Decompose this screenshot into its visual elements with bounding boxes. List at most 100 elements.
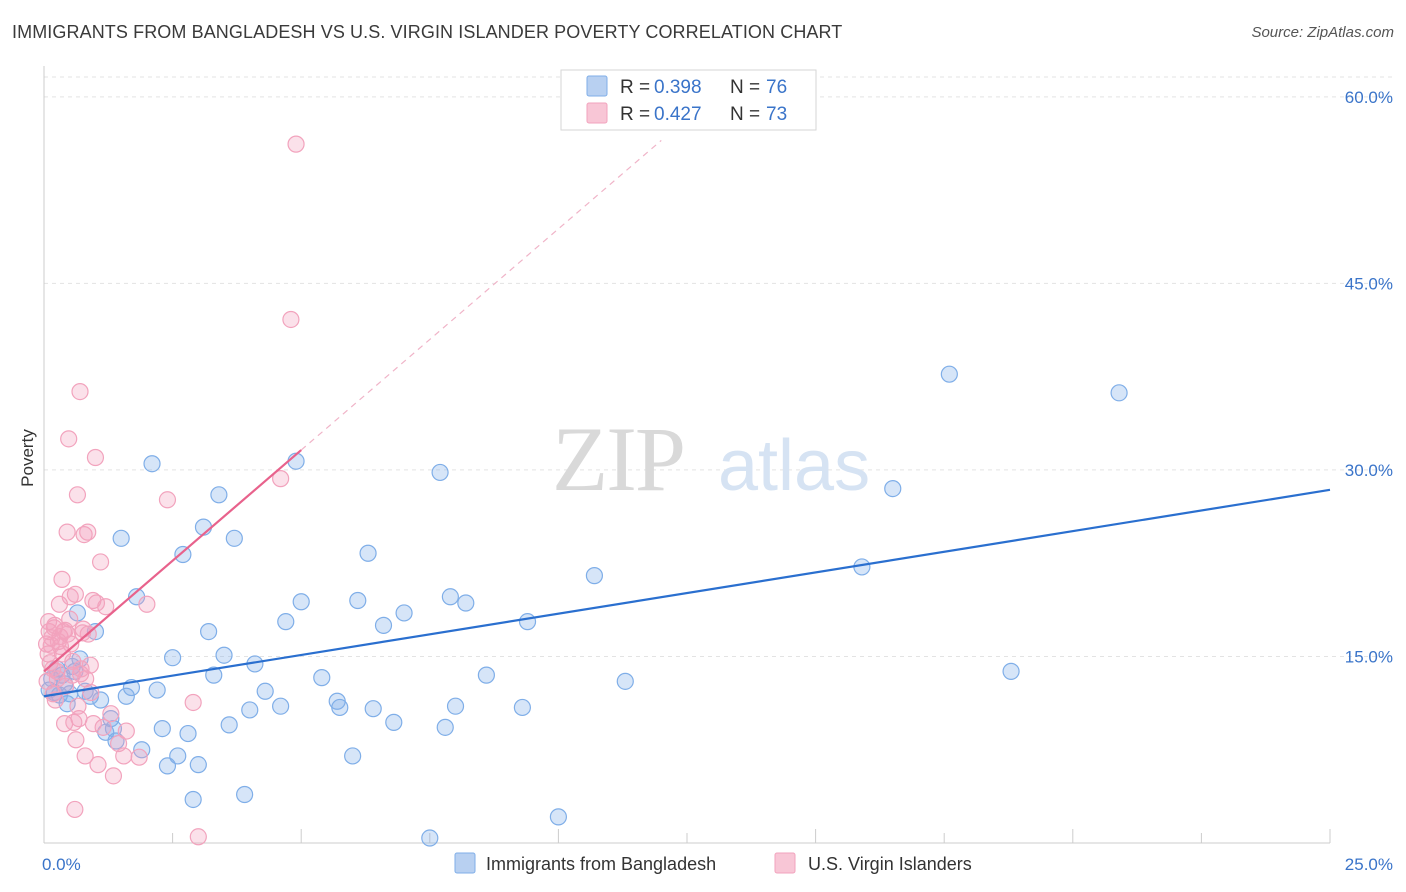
point-bangladesh <box>1110 384 1128 402</box>
point-bangladesh <box>359 544 377 562</box>
point-virgin-islander <box>46 616 64 634</box>
point-bangladesh <box>215 646 233 664</box>
point-bangladesh <box>220 716 238 734</box>
point-virgin-islander <box>104 767 123 785</box>
svg-text:R = 0.427 N =: R = 0.427 N = 73 <box>620 104 787 125</box>
trend-lines <box>43 139 1331 698</box>
point-virgin-islander <box>69 697 87 715</box>
point-bangladesh <box>884 479 902 498</box>
point-bangladesh <box>313 669 331 687</box>
point-bangladesh <box>164 649 182 667</box>
point-virgin-islander <box>91 553 110 571</box>
y-axis-label: Poverty <box>18 429 37 487</box>
point-bangladesh <box>549 808 568 826</box>
trend-line-bangladesh <box>43 488 1331 698</box>
point-virgin-islander <box>48 670 66 688</box>
trend-line-virgin-islander <box>43 449 302 673</box>
point-bangladesh <box>364 700 382 718</box>
point-virgin-islander <box>44 660 62 678</box>
point-virgin-islander <box>282 310 300 329</box>
point-bangladesh <box>344 747 362 765</box>
point-virgin-islander <box>64 652 82 671</box>
point-bangladesh <box>940 365 958 383</box>
point-virgin-islander <box>189 828 207 846</box>
legend-n-value-blue: 76 <box>766 77 787 98</box>
point-bangladesh <box>241 701 259 719</box>
series-legend: Immigrants from Bangladesh U.S. Virgin I… <box>454 852 972 874</box>
point-bangladesh <box>153 719 171 738</box>
point-virgin-islander <box>66 800 84 819</box>
point-bangladesh <box>272 697 290 715</box>
point-virgin-islander <box>71 382 89 401</box>
point-bangladesh <box>385 713 403 731</box>
point-virgin-islander <box>138 595 156 613</box>
bottom-legend-swatch-pink <box>774 852 796 874</box>
point-bangladesh <box>225 529 243 547</box>
x-tick-max: 25.0% <box>1345 855 1393 874</box>
point-virgin-islander <box>42 636 60 654</box>
point-bangladesh <box>395 604 413 622</box>
point-bangladesh <box>189 756 207 774</box>
y-tick-label: 60.0% <box>1345 88 1393 107</box>
watermark-zip: ZIP <box>552 408 684 510</box>
legend-swatch-pink <box>586 102 608 124</box>
point-bangladesh <box>1002 662 1020 680</box>
y-tick-labels: 15.0% 30.0% 45.0% 60.0% <box>1345 88 1393 667</box>
point-bangladesh <box>431 463 449 482</box>
legend-n-label-pink: N = <box>730 104 760 125</box>
point-bangladesh <box>457 594 475 612</box>
trend-line-virgin-islander-extension <box>300 139 662 451</box>
gridlines <box>44 76 1392 657</box>
point-virgin-islander <box>272 470 290 488</box>
point-bangladesh <box>200 622 218 641</box>
y-tick-label: 15.0% <box>1345 647 1393 666</box>
point-bangladesh <box>184 790 202 809</box>
point-virgin-islander <box>87 594 106 612</box>
point-virgin-islander <box>287 135 305 153</box>
point-bangladesh <box>117 687 135 705</box>
legend-swatch-blue <box>586 75 608 97</box>
watermark: ZIP atlas <box>552 408 870 510</box>
point-bangladesh <box>256 682 274 700</box>
source-label: Source: ZipAtlas.com <box>1251 24 1394 41</box>
point-bangladesh <box>421 829 439 847</box>
point-virgin-islander <box>89 756 107 774</box>
point-bangladesh <box>585 567 604 585</box>
point-bangladesh <box>331 698 349 717</box>
axes <box>43 66 1331 844</box>
stats-legend: R = 0.398 N = 76 R = 0.427 N = 73 <box>560 69 817 131</box>
point-bangladesh <box>446 697 465 715</box>
point-virgin-islander <box>71 665 90 683</box>
point-bangladesh <box>174 545 192 564</box>
point-bangladesh <box>436 718 454 736</box>
legend-r-label-pink: R = <box>620 104 650 125</box>
point-virgin-islander <box>84 715 102 733</box>
point-virgin-islander <box>53 570 71 588</box>
point-virgin-islander <box>158 491 177 509</box>
point-virgin-islander <box>66 585 84 603</box>
point-virgin-islander <box>115 747 133 765</box>
point-virgin-islander <box>68 486 87 504</box>
point-virgin-islander <box>97 598 115 616</box>
point-virgin-islander <box>76 747 94 765</box>
point-bangladesh <box>616 672 634 690</box>
point-bangladesh <box>277 613 295 631</box>
point-bangladesh <box>210 486 228 504</box>
legend-r-label-blue: R = <box>620 77 650 98</box>
point-virgin-islander <box>79 523 97 541</box>
point-virgin-islander <box>130 748 148 766</box>
point-bangladesh <box>518 613 537 631</box>
point-bangladesh <box>441 588 459 606</box>
point-bangladesh <box>112 529 130 547</box>
legend-r-value-blue: 0.398 <box>654 77 702 98</box>
point-virgin-islander <box>59 625 77 643</box>
point-bangladesh <box>158 757 177 775</box>
point-bangladesh <box>169 747 187 765</box>
bottom-legend-label-pink: U.S. Virgin Islanders <box>808 854 972 874</box>
point-bangladesh <box>148 681 166 699</box>
point-virgin-islander <box>117 722 135 740</box>
point-bangladesh <box>374 616 393 634</box>
legend-n-label-blue: N = <box>730 77 760 98</box>
point-bangladesh <box>205 666 223 684</box>
point-virgin-islander <box>102 705 120 723</box>
